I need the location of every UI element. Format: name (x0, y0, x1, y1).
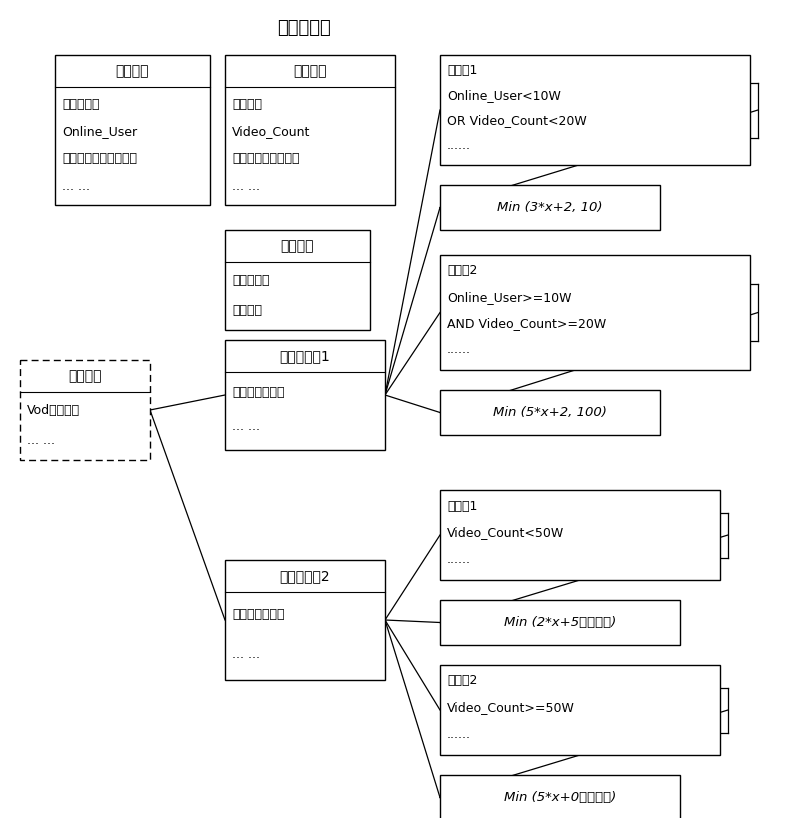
Text: Min (2*x+5，无穷大): Min (2*x+5，无穷大) (504, 616, 616, 629)
Bar (440, 775, 680, 818)
Bar (225, 340, 385, 450)
Text: ......: ...... (447, 139, 471, 152)
Text: Video_Count>=50W: Video_Count>=50W (447, 701, 575, 714)
Bar (440, 255, 750, 370)
Bar (55, 55, 210, 205)
Text: Online_User>=10W: Online_User>=10W (447, 290, 571, 303)
Bar (225, 55, 395, 205)
Text: 结算元素: 结算元素 (281, 239, 314, 253)
Text: Vod业务标识: Vod业务标识 (27, 403, 80, 416)
Text: OR Video_Count<20W: OR Video_Count<20W (447, 114, 586, 127)
Text: 点播次数统计的实现: 点播次数统计的实现 (232, 152, 299, 165)
Bar (440, 490, 720, 580)
Text: ... ...: ... ... (27, 434, 55, 447)
Text: 在线用户数: 在线用户数 (62, 97, 99, 110)
Text: 在线用户数: 在线用户数 (232, 273, 270, 286)
Text: 结算方规则2: 结算方规则2 (280, 569, 330, 583)
Text: 结算规则: 结算规则 (68, 369, 102, 383)
Bar (440, 390, 660, 435)
Text: AND Video_Count>=20W: AND Video_Count>=20W (447, 317, 606, 330)
Text: 在线用户量统计的实现: 在线用户量统计的实现 (62, 152, 137, 165)
Text: 结算元素集: 结算元素集 (277, 19, 331, 37)
Text: ......: ...... (447, 728, 471, 741)
Text: 优先级2: 优先级2 (447, 264, 478, 277)
Text: ... ...: ... ... (232, 420, 260, 434)
Bar (225, 230, 370, 330)
Bar (440, 665, 720, 755)
Text: Min (3*x+2, 10): Min (3*x+2, 10) (498, 201, 602, 214)
Bar (225, 560, 385, 680)
Text: 点播次数: 点播次数 (232, 97, 262, 110)
Text: 结算元素: 结算元素 (294, 64, 326, 78)
Text: Online_User: Online_User (62, 125, 137, 138)
Text: 结算元素: 结算元素 (116, 64, 150, 78)
Bar (440, 55, 750, 165)
Text: Video_Count: Video_Count (232, 125, 310, 138)
Bar (440, 600, 680, 645)
Text: 结算方规则1: 结算方规则1 (280, 349, 330, 363)
Text: 内容提供商标识: 内容提供商标识 (232, 385, 285, 398)
Text: Min (5*x+0，无穷大): Min (5*x+0，无穷大) (504, 791, 616, 804)
Text: ......: ...... (447, 343, 471, 356)
Text: 数据分发商标识: 数据分发商标识 (232, 608, 285, 621)
Text: 优先级1: 优先级1 (447, 64, 478, 77)
Text: ... ...: ... ... (232, 180, 260, 193)
Text: 点播次数: 点播次数 (232, 303, 262, 317)
Bar (440, 185, 660, 230)
Text: 优先级2: 优先级2 (447, 675, 478, 687)
Text: Video_Count<50W: Video_Count<50W (447, 526, 564, 539)
Text: Online_User<10W: Online_User<10W (447, 89, 561, 102)
Bar (20, 360, 150, 460)
Text: ... ...: ... ... (232, 648, 260, 660)
Text: ......: ...... (447, 553, 471, 566)
Text: ... ...: ... ... (62, 180, 90, 193)
Text: 优先级1: 优先级1 (447, 500, 478, 513)
Text: Min (5*x+2, 100): Min (5*x+2, 100) (493, 406, 607, 419)
